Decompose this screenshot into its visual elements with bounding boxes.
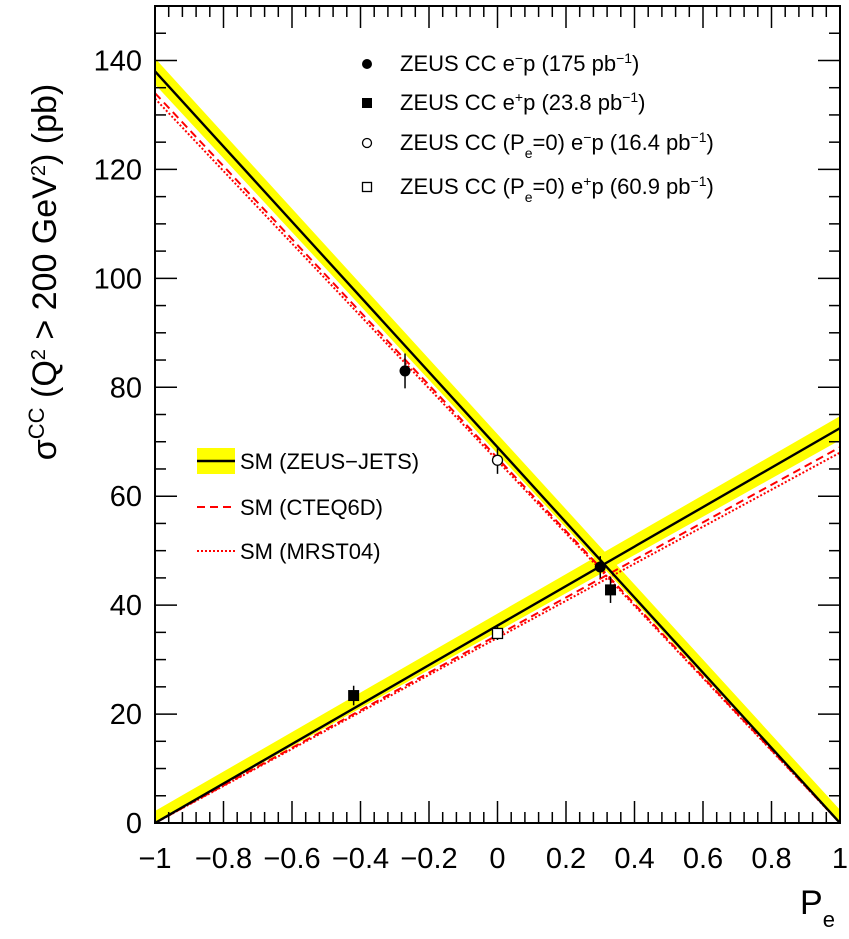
y-tick-label: 40 xyxy=(110,590,142,622)
x-tick-label: −0.6 xyxy=(263,843,320,875)
ep-unpol-point xyxy=(491,627,504,640)
x-tick-label: 0 xyxy=(489,843,505,875)
y-title-gev-sup: 2 xyxy=(28,165,50,176)
y-title-q-sup: 2 xyxy=(28,349,50,360)
x-tick-label: 0.4 xyxy=(614,843,654,875)
em-175-point xyxy=(399,365,411,377)
y-title-close: ) (pb) xyxy=(26,84,64,165)
y-tick-label: 60 xyxy=(110,481,142,513)
x-tick-label: −0.2 xyxy=(400,843,457,875)
legend-data: ZEUS CC e−p (175 pb−1) ZEUS CC e+p (23.8 … xyxy=(361,50,714,205)
y-title-open: (Q xyxy=(26,360,64,407)
y-tick-label: 80 xyxy=(110,372,142,404)
x-axis-title: Pe xyxy=(800,884,835,932)
x-title-main: P xyxy=(800,884,823,922)
y-title-sigma: σ xyxy=(26,439,64,460)
em-175-point xyxy=(594,561,606,573)
legend-ep-23.8-label: ZEUS CC e+p (23.8 pb−1) xyxy=(400,89,645,115)
legend-em-175-marker xyxy=(362,59,372,69)
data-points xyxy=(348,353,617,706)
em-unpol-point xyxy=(491,454,504,466)
x-tick-label: −0.4 xyxy=(332,843,389,875)
y-tick-label: 140 xyxy=(94,45,142,77)
ep-23.8-point xyxy=(348,690,360,702)
legend-ep-23.8-marker xyxy=(362,98,372,108)
y-title-sigma-sup: CC xyxy=(24,407,49,439)
legend-zeus-jets-label: SM (ZEUS−JETS) xyxy=(240,449,419,474)
y-tick-label: 20 xyxy=(110,699,142,731)
y-axis-title: σCC (Q2 > 200 GeV2) (pb) xyxy=(24,84,65,460)
x-tick-label: 0.2 xyxy=(546,843,586,875)
x-tick-label: −1 xyxy=(138,843,171,875)
legend-mrst04-label: SM (MRST04) xyxy=(240,539,381,564)
legend-ep-unpol-marker xyxy=(361,181,373,193)
prediction-bands xyxy=(155,58,840,823)
legend-em-unpol-label: ZEUS CC (Pe=0) e−p (16.4 pb−1) xyxy=(400,129,714,161)
axes: −1 −0.8 −0.6 −0.4 −0.2 0 0.2 0.4 0.6 0.8 1 0 20 40 60 8… xyxy=(94,5,848,875)
x-tick-label: 1 xyxy=(832,843,848,875)
x-tick-label: 0.8 xyxy=(751,843,791,875)
x-title-sub: e xyxy=(823,907,835,932)
legend-predictions: SM (ZEUS−JETS) SM (CTEQ6D) SM (MRST04) xyxy=(197,448,419,564)
legend-cteq6d-label: SM (CTEQ6D) xyxy=(240,495,383,520)
legend-em-175-label: ZEUS CC e−p (175 pb−1) xyxy=(400,50,639,76)
y-tick-label: 100 xyxy=(94,263,142,295)
y-tick-label: 0 xyxy=(126,808,142,840)
legend-em-unpol-marker xyxy=(361,137,373,149)
y-tick-label: 120 xyxy=(94,154,142,186)
zeus-jets-line-1 xyxy=(155,427,840,823)
y-title-mid: > 200 GeV xyxy=(26,176,64,349)
ep-23.8-point xyxy=(605,584,617,596)
x-tick-label: −0.8 xyxy=(195,843,252,875)
legend-ep-unpol-label: ZEUS CC (Pe=0) e+p (60.9 pb−1) xyxy=(400,173,714,205)
zeus-jets-band-0 xyxy=(155,58,840,823)
x-tick-label: 0.6 xyxy=(683,843,723,875)
zeus-jets-band-1 xyxy=(155,416,840,823)
